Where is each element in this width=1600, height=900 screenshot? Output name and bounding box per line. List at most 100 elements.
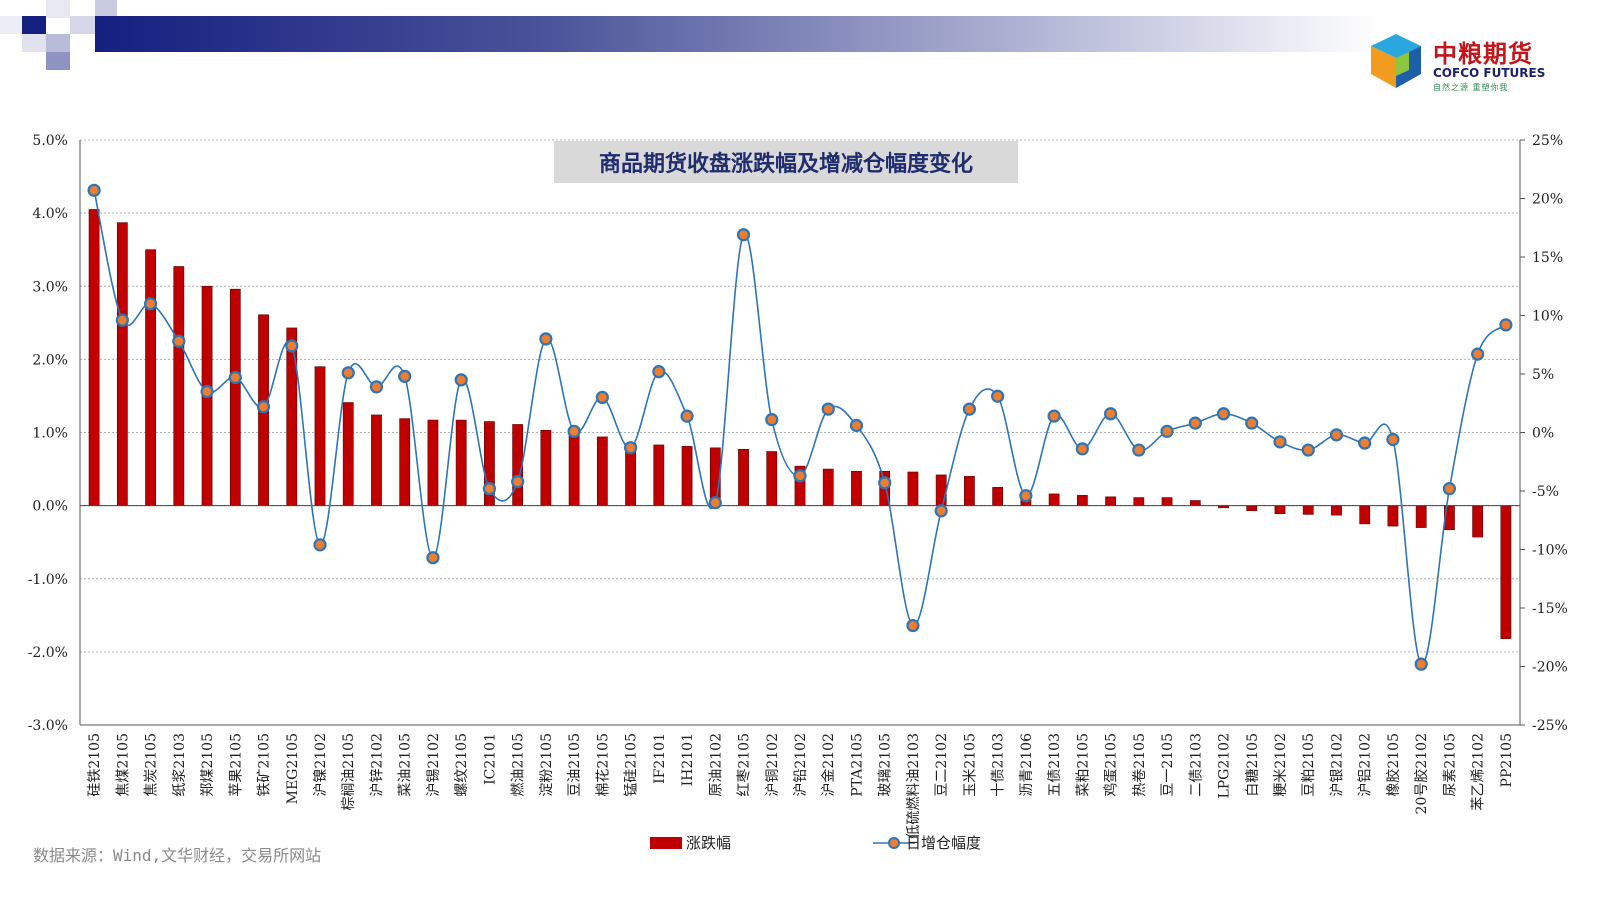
x-tick-label: IC2101 xyxy=(482,733,498,785)
x-tick-label: 沪银2102 xyxy=(1329,733,1345,797)
line-point xyxy=(228,370,242,385)
line-point xyxy=(1188,416,1202,430)
line-point xyxy=(1386,432,1400,447)
line-point xyxy=(398,369,412,383)
y-left-tick-label: -3.0% xyxy=(28,718,68,734)
x-tick-label: 棉花2105 xyxy=(594,733,611,797)
y-right-tick-label: 15% xyxy=(1532,250,1563,266)
bar xyxy=(596,436,608,506)
x-tick-label: 沥青2106 xyxy=(1019,733,1035,797)
bar xyxy=(851,470,862,506)
line-series xyxy=(87,183,1513,671)
bar xyxy=(455,419,467,506)
line-point xyxy=(341,366,355,380)
x-tick-label: 沪铜2102 xyxy=(765,733,781,797)
bar xyxy=(1359,505,1371,525)
logo-chinese-name: 中粮期货 xyxy=(1433,40,1533,68)
line-point xyxy=(454,373,468,387)
line-point xyxy=(1301,443,1315,457)
x-tick-label: 白糖2105 xyxy=(1245,733,1261,797)
bar xyxy=(1302,505,1314,515)
y-right-tick-label: 0% xyxy=(1532,426,1554,442)
line-point xyxy=(511,475,525,489)
line-point xyxy=(849,418,864,433)
bar xyxy=(766,451,778,506)
line-point xyxy=(1047,409,1061,423)
bar xyxy=(1246,505,1258,512)
bar xyxy=(1105,496,1116,506)
x-tick-label: 苹果2105 xyxy=(228,733,244,797)
y-right-tick-label: -20% xyxy=(1532,660,1568,676)
line-point xyxy=(567,424,581,438)
bar xyxy=(342,402,354,506)
legend-line-marker xyxy=(888,837,900,849)
axes xyxy=(79,139,1525,726)
bar xyxy=(314,366,326,506)
x-tick-label: 十债2103 xyxy=(991,733,1007,797)
line-point xyxy=(369,380,384,394)
line-point xyxy=(1442,482,1457,496)
x-tick-label: 螺纹2105 xyxy=(454,733,470,797)
cube-logo-icon xyxy=(1371,34,1421,88)
y-right-tick-label: 25% xyxy=(1532,133,1563,149)
bar xyxy=(1189,500,1201,506)
x-tick-label: 菜粕2105 xyxy=(1075,733,1091,797)
x-tick-label: 棕榈油2105 xyxy=(341,733,357,811)
line-point xyxy=(1245,416,1259,430)
line-point xyxy=(821,402,835,416)
line-point xyxy=(906,618,920,633)
x-tick-label: IF2101 xyxy=(652,733,668,784)
bar xyxy=(568,432,580,506)
line-point xyxy=(623,441,638,455)
y-left-tick-label: 5.0% xyxy=(32,133,68,149)
bar xyxy=(229,288,241,506)
bar xyxy=(738,449,749,506)
line-point xyxy=(652,365,666,379)
line-point xyxy=(765,413,779,427)
decor-square xyxy=(22,34,46,52)
chart-title: 商品期货收盘涨跌幅及增减仓幅度变化 xyxy=(599,151,973,177)
x-tick-label: 菜油2105 xyxy=(398,733,414,797)
bar xyxy=(1274,505,1286,514)
x-tick-label: 豆粕2105 xyxy=(1301,733,1317,797)
x-tick-label: 玻璃2105 xyxy=(877,733,894,797)
line-point xyxy=(426,551,440,565)
legend-line-label: 日增仓幅度 xyxy=(906,834,981,852)
decor-square xyxy=(22,16,46,34)
bar xyxy=(145,249,156,506)
y-right-tick-label: -5% xyxy=(1532,484,1559,500)
decor-square xyxy=(46,52,70,70)
bar xyxy=(1387,505,1399,527)
x-tick-label: 沪铝2102 xyxy=(1358,733,1374,797)
line-point xyxy=(285,339,299,353)
bar xyxy=(822,468,834,506)
bar xyxy=(964,476,975,506)
line-point xyxy=(87,183,101,197)
decor-square xyxy=(46,0,70,18)
bar xyxy=(653,444,665,506)
bar xyxy=(1048,493,1060,506)
bar xyxy=(116,222,128,506)
bar xyxy=(173,266,185,506)
x-tick-label: 焦煤2105 xyxy=(115,733,131,797)
x-tick-label: LPG2102 xyxy=(1217,733,1233,799)
x-tick-label: 燃油2105 xyxy=(510,733,527,797)
logo-english-name: COFCO FUTURES xyxy=(1433,66,1546,80)
x-tick-label: 橡胶2105 xyxy=(1385,733,1402,797)
line-point xyxy=(115,313,129,327)
line-point xyxy=(595,390,609,404)
x-tick-label: 沪镍2102 xyxy=(313,733,329,797)
legend: 涨跌幅 日增仓幅度 xyxy=(650,834,981,852)
line-point xyxy=(991,389,1005,403)
line-point xyxy=(1216,407,1231,421)
bar xyxy=(907,471,919,506)
legend-bar-label: 涨跌幅 xyxy=(686,834,731,852)
line-point xyxy=(680,409,694,423)
y-left-tick-label: 4.0% xyxy=(32,206,68,222)
legend-bar-swatch xyxy=(650,837,682,849)
y-right-tick-label: -10% xyxy=(1532,543,1568,559)
bar xyxy=(1472,505,1484,538)
line-point xyxy=(1103,407,1118,421)
bar xyxy=(1076,495,1088,506)
x-tick-label: 淀粉2105 xyxy=(539,733,555,797)
